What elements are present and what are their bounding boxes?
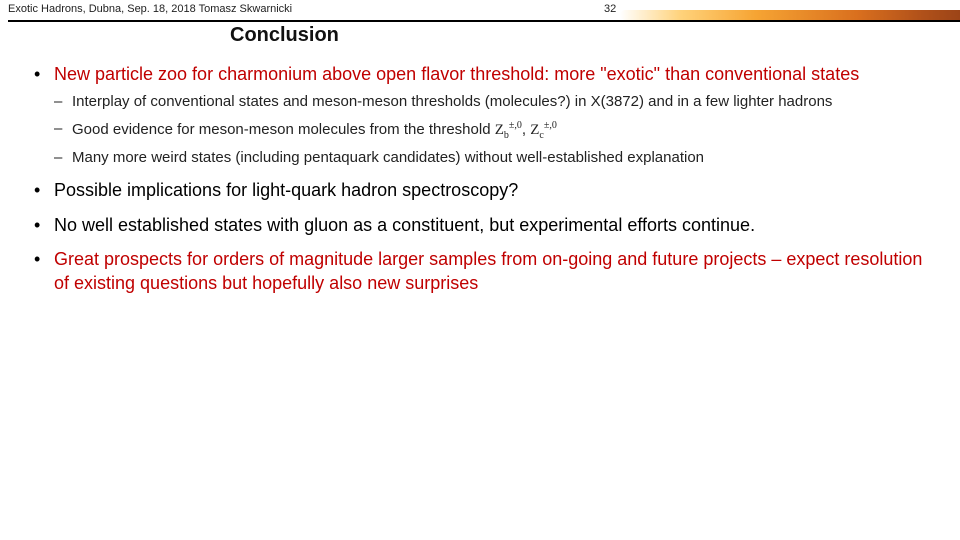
bullet-1: New particle zoo for charmonium above op…: [34, 62, 940, 168]
sym-zb-sub: b: [504, 130, 509, 141]
page-number: 32: [604, 3, 616, 15]
bullet-3-text: No well established states with gluon as…: [54, 215, 755, 235]
header-gradient-bar: [620, 10, 960, 20]
bullet-1-text: New particle zoo for charmonium above op…: [54, 64, 859, 84]
bullet-1-sub-2-pre: Good evidence for meson-meson molecules …: [72, 121, 495, 138]
bullet-2-text: Possible implications for light-quark ha…: [54, 180, 518, 200]
bullet-1-sub-2: Good evidence for meson-meson molecules …: [54, 119, 940, 143]
sym-zb-base: Z: [495, 122, 504, 138]
sym-sep: ,: [522, 121, 530, 138]
slide-body: New particle zoo for charmonium above op…: [34, 62, 940, 305]
bullet-2: Possible implications for light-quark ha…: [34, 178, 940, 202]
symbol-zc: Zc±,0: [530, 122, 557, 138]
header-left-text: Exotic Hadrons, Dubna, Sep. 18, 2018 Tom…: [8, 3, 292, 15]
slide-header: Exotic Hadrons, Dubna, Sep. 18, 2018 Tom…: [0, 0, 960, 22]
header-rule: [8, 20, 960, 22]
bullet-1-sub-3: Many more weird states (including pentaq…: [54, 148, 940, 168]
bullet-3: No well established states with gluon as…: [34, 213, 940, 237]
sym-zc-sup: ±,0: [544, 120, 557, 131]
bullet-1-sub-1: Interplay of conventional states and mes…: [54, 92, 940, 112]
symbol-zb: Zb±,0: [495, 122, 522, 138]
slide-title: Conclusion: [230, 24, 339, 47]
bullet-4: Great prospects for orders of magnitude …: [34, 247, 940, 296]
sym-zb-sup: ±,0: [509, 120, 522, 131]
bullet-4-text: Great prospects for orders of magnitude …: [54, 249, 922, 293]
sym-zc-sub: c: [539, 130, 543, 141]
